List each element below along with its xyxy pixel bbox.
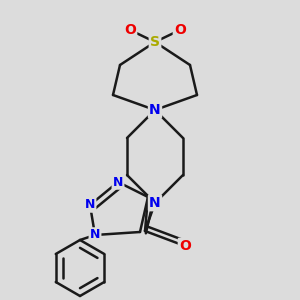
Text: N: N bbox=[149, 196, 161, 210]
Text: O: O bbox=[124, 23, 136, 37]
Text: N: N bbox=[85, 199, 95, 212]
Text: N: N bbox=[90, 229, 100, 242]
Text: O: O bbox=[174, 23, 186, 37]
Text: O: O bbox=[179, 239, 191, 253]
Text: S: S bbox=[150, 35, 160, 49]
Text: N: N bbox=[113, 176, 123, 188]
Text: N: N bbox=[149, 103, 161, 117]
